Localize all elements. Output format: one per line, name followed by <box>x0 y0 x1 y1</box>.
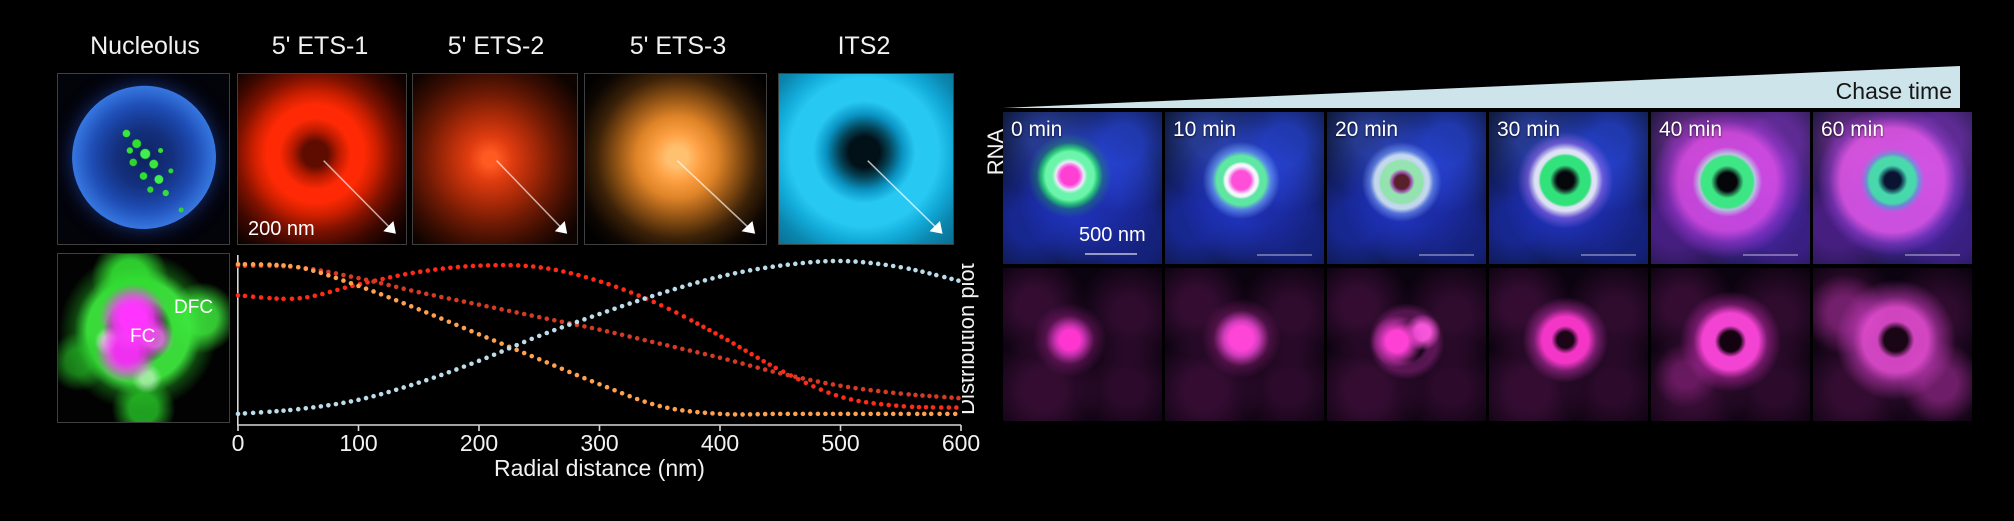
5ets1-image: 200 nm <box>237 73 407 245</box>
scale-bar <box>1257 254 1312 256</box>
scale-bar <box>1085 253 1137 255</box>
its2-image <box>778 73 954 245</box>
scale-bar-label: 200 nm <box>248 218 315 240</box>
5ets3-image <box>584 73 767 245</box>
scale-bar <box>1905 254 1960 256</box>
column-label-5ets2: 5' ETS-2 <box>447 32 545 60</box>
chase-nascent-panel-60min <box>1813 268 1972 421</box>
nascent-signal <box>1165 268 1324 421</box>
chase-fbl-panel-10min: 10 min <box>1165 112 1324 264</box>
distribution-plot <box>235 253 962 431</box>
chase-nascent-panel-10min <box>1165 268 1324 421</box>
fc-label: FC <box>130 326 156 347</box>
chase-fbl-panel-0min: 0 min 500 nm <box>1003 112 1162 264</box>
nascent-signal <box>1003 268 1162 421</box>
chase-time-wedge <box>1003 66 1960 108</box>
nascent-signal <box>1651 268 1810 421</box>
x-tick-label: 200 <box>459 430 499 456</box>
nucleolus-image <box>57 73 230 245</box>
x-tick-label: 0 <box>231 430 245 456</box>
column-label-its2: ITS2 <box>837 32 891 60</box>
scale-bar <box>1743 254 1798 256</box>
fbl-ring <box>1651 112 1810 264</box>
time-label: 10 min <box>1173 118 1237 141</box>
x-tick-label: 600 <box>941 430 981 456</box>
scale-bar <box>1419 254 1474 256</box>
nascent-signal <box>1489 268 1648 421</box>
fbl-ring <box>1003 112 1162 264</box>
chase-nascent-panel-0min <box>1003 268 1162 421</box>
chase-time-label: Chase time <box>1835 78 1952 104</box>
chase-nascent-panel-40min <box>1651 268 1810 421</box>
time-label: 40 min <box>1659 118 1723 141</box>
chase-fbl-panel-60min: 60 min <box>1813 112 1972 264</box>
column-label-5ets3: 5' ETS-3 <box>629 32 727 60</box>
chase-fbl-panel-20min: 20 min <box>1327 112 1486 264</box>
dfc-label: DFC <box>174 297 214 318</box>
time-label: 0 min <box>1011 118 1063 141</box>
radial-arrow-icon <box>867 160 943 234</box>
x-tick-label: 400 <box>700 430 740 456</box>
scale-bar-label: 500 nm <box>1079 224 1146 246</box>
fbl-ring <box>1165 112 1324 264</box>
column-label-nucleolus: Nucleolus <box>90 32 200 60</box>
chase-fbl-panel-30min: 30 min <box>1489 112 1648 264</box>
fbl-ring <box>1327 112 1486 264</box>
time-label: 60 min <box>1821 118 1885 141</box>
x-tick-label: 500 <box>821 430 860 456</box>
nascent-signal <box>1813 268 1972 421</box>
column-label-5ets1: 5' ETS-1 <box>271 32 369 60</box>
fbl-ring <box>1489 112 1648 264</box>
fbl-ring <box>1813 112 1972 264</box>
time-label: 30 min <box>1497 118 1561 141</box>
x-tick-label: 100 <box>339 430 378 456</box>
x-tick-label: 300 <box>580 430 619 456</box>
nucleolus-speckles <box>58 74 229 244</box>
plot-curves <box>235 255 962 431</box>
scale-bar <box>1581 254 1636 256</box>
chase-nascent-panel-20min <box>1327 268 1486 421</box>
chase-fbl-panel-40min: 40 min <box>1651 112 1810 264</box>
nascent-signal <box>1327 268 1486 421</box>
time-label: 20 min <box>1335 118 1399 141</box>
radial-arrow-icon <box>323 160 396 234</box>
5ets2-image <box>412 73 578 245</box>
chase-nascent-panel-30min <box>1489 268 1648 421</box>
x-axis-title: Radial distance (nm) <box>494 455 705 481</box>
radial-arrow-icon <box>676 160 756 234</box>
scale-bar <box>256 244 311 245</box>
radial-arrow-icon <box>496 160 568 234</box>
fc-dfc-image: DFC FC <box>57 253 230 423</box>
